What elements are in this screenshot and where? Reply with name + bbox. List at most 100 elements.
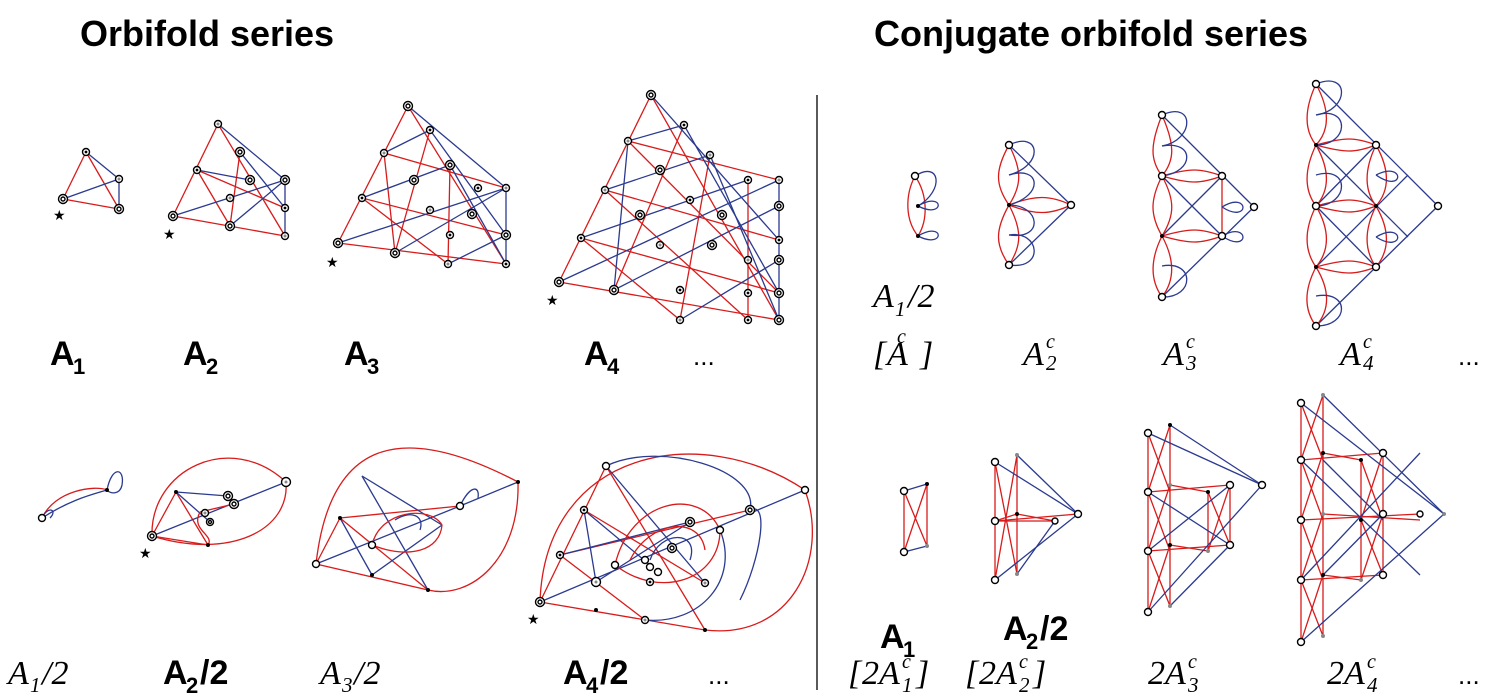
- label-a3: A 3: [344, 335, 379, 379]
- graph-a2-half: ★: [139, 457, 292, 562]
- svg-text:c: c: [1363, 331, 1372, 353]
- label-a4: A 4: [584, 335, 620, 379]
- svg-text:/2: /2: [600, 654, 628, 692]
- svg-text:2: 2: [1026, 629, 1038, 654]
- svg-text:[: [: [873, 336, 888, 373]
- svg-text:A: A: [1003, 610, 1028, 648]
- svg-text:A: A: [1161, 336, 1184, 373]
- star-icon: ★: [163, 228, 176, 243]
- label-a1-bold-conj: A 1: [880, 618, 915, 662]
- svg-text:c: c: [1019, 651, 1028, 673]
- svg-text:2: 2: [1046, 351, 1057, 375]
- svg-text:4: 4: [1367, 673, 1378, 696]
- svg-text:A: A: [50, 335, 75, 373]
- svg-text:/2: /2: [352, 655, 380, 692]
- svg-text:/2: /2: [200, 654, 228, 692]
- star-icon: ★: [527, 613, 540, 628]
- svg-text:/2: /2: [906, 278, 934, 315]
- label-a1: A 1: [50, 335, 85, 379]
- svg-text:c: c: [1046, 331, 1055, 353]
- graph-a4: ★: [546, 89, 785, 326]
- graph-a4-c: [1306, 79, 1443, 331]
- svg-text:[: [: [965, 655, 980, 692]
- svg-text:/2: /2: [40, 655, 68, 692]
- svg-text:3: 3: [1185, 351, 1197, 375]
- graph-a4-half: ★: [527, 453, 813, 632]
- svg-text:c: c: [1186, 331, 1195, 353]
- svg-text:]: ]: [1032, 655, 1046, 692]
- graph-2a1-c: [899, 482, 929, 557]
- graph-a3: ★: [326, 100, 512, 271]
- graph-2a4-c: [1296, 393, 1446, 647]
- svg-text:2: 2: [1019, 673, 1030, 696]
- graph-a2: ★: [163, 119, 291, 243]
- svg-text:3: 3: [1187, 673, 1199, 696]
- label-a4-half: A 4 /2: [563, 654, 628, 696]
- svg-text:3: 3: [341, 673, 353, 696]
- label-a3-c: A c 3: [1161, 331, 1197, 375]
- svg-text:A: A: [1021, 336, 1044, 373]
- svg-text:c: c: [1367, 651, 1376, 673]
- graph-a1: ★: [53, 147, 125, 224]
- svg-text:A: A: [563, 654, 588, 692]
- svg-text:A: A: [1338, 336, 1361, 373]
- svg-text:A: A: [885, 336, 908, 373]
- label-2a2-c: [ 2A c 2 ]: [965, 651, 1046, 696]
- star-icon: ★: [53, 209, 66, 224]
- graph-a3-half: [311, 447, 520, 593]
- label-a4-c: A c 4: [1338, 331, 1374, 375]
- svg-text:A: A: [6, 655, 29, 692]
- label-2a3-c: 2A c 3: [1148, 651, 1199, 696]
- svg-text:c: c: [902, 651, 911, 673]
- ellipsis-conj-bottom: ...: [1458, 660, 1480, 690]
- svg-text:2: 2: [206, 354, 218, 379]
- svg-text:[: [: [848, 655, 863, 692]
- svg-text:2: 2: [186, 673, 198, 696]
- label-a1-half: A 1 /2: [6, 655, 68, 696]
- svg-text:]: ]: [915, 655, 929, 692]
- ellipsis-orbifold-top: ...: [693, 341, 715, 371]
- orbifold-series-header: Orbifold series: [80, 13, 334, 54]
- label-a1-half-conj: A 1 /2: [871, 278, 934, 321]
- svg-text:A: A: [871, 278, 894, 315]
- svg-text:1: 1: [902, 673, 913, 696]
- svg-text:]: ]: [919, 336, 933, 373]
- svg-text:4: 4: [586, 673, 599, 696]
- svg-text:3: 3: [367, 354, 379, 379]
- svg-text:A: A: [318, 655, 341, 692]
- graph-a1-half: [37, 471, 124, 523]
- graph-2a2-c: [990, 453, 1083, 585]
- label-a-c-bracket: [ A c ]: [873, 326, 933, 373]
- svg-text:A: A: [880, 618, 905, 656]
- star-icon: ★: [326, 256, 339, 271]
- svg-text:4: 4: [1363, 351, 1374, 375]
- svg-text:c: c: [897, 326, 906, 348]
- svg-text:1: 1: [73, 354, 85, 379]
- star-icon: ★: [546, 294, 559, 309]
- svg-text:4: 4: [607, 354, 620, 379]
- label-a2-c: A c 2: [1021, 331, 1057, 375]
- label-a2: A 2: [183, 335, 218, 379]
- svg-text:1: 1: [895, 297, 906, 321]
- label-a3-half: A 3 /2: [318, 655, 380, 696]
- svg-text:/2: /2: [1040, 610, 1068, 648]
- graph-a2-c: [997, 140, 1076, 270]
- svg-text:1: 1: [903, 637, 915, 662]
- svg-text:A: A: [183, 335, 208, 373]
- label-a2-half: A 2 /2: [163, 654, 228, 696]
- graph-a3-c: [1152, 110, 1259, 302]
- svg-text:A: A: [163, 654, 188, 692]
- conjugate-orbifold-series-header: Conjugate orbifold series: [874, 13, 1308, 54]
- graph-2a3-c: [1143, 423, 1267, 617]
- ellipsis-orbifold-bottom: ...: [708, 660, 730, 690]
- label-2a4-c: 2A c 4: [1327, 651, 1378, 696]
- graph-a1-c: [907, 170, 939, 241]
- svg-text:1: 1: [30, 673, 41, 696]
- svg-text:2A: 2A: [862, 655, 900, 692]
- svg-text:A: A: [584, 335, 609, 373]
- svg-text:2A: 2A: [1327, 655, 1365, 692]
- svg-text:A: A: [344, 335, 369, 373]
- svg-text:2A: 2A: [979, 655, 1017, 692]
- svg-text:2A: 2A: [1148, 655, 1186, 692]
